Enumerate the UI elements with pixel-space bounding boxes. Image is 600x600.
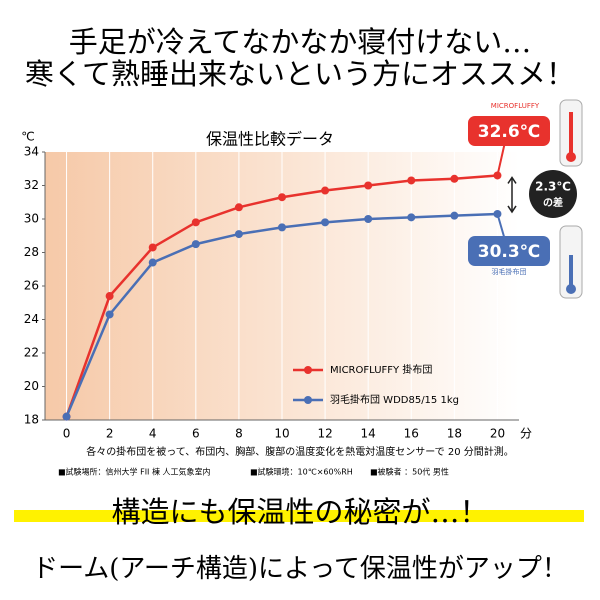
y-tick-label: 18: [24, 413, 39, 427]
legend-label: MICROFLUFFY 掛布団: [330, 363, 432, 376]
point: [105, 292, 114, 301]
subheadline: ドーム(アーチ構造)によって保温性がアップ！: [32, 554, 568, 584]
legend-marker: [304, 366, 312, 374]
x-tick-label: 10: [274, 427, 289, 441]
y-tick-label: 22: [24, 346, 39, 360]
point: [278, 193, 286, 202]
point: [321, 186, 330, 195]
x-tick-label: 6: [192, 427, 200, 441]
point: [148, 243, 157, 252]
y-unit: ℃: [21, 130, 34, 144]
callout-box: [468, 236, 550, 266]
callout-box: [468, 116, 550, 146]
legend-label: 羽毛掛布団 WDD85/15 1kg: [330, 393, 459, 406]
y-tick-label: 28: [24, 245, 39, 259]
subheadline: 構造にも保温性の秘密が…！: [111, 495, 488, 529]
point: [407, 176, 416, 185]
x-unit: 分: [520, 427, 532, 441]
diff-label: 2.3℃: [535, 180, 571, 194]
callout-line: [496, 213, 506, 241]
description: 各々の掛布団を被って、布団内、胸部、腹部の温度変化を熱電対温度センサーで 20 …: [86, 445, 513, 458]
thermo-fill: [569, 255, 573, 287]
thermo-bulb: [566, 284, 576, 294]
x-tick-label: 16: [404, 427, 419, 441]
thermo-fill: [569, 112, 573, 154]
chart-title: 保温性比較データ: [206, 130, 334, 149]
callout-label: 30.3℃: [478, 242, 541, 262]
callout-line: [496, 141, 506, 176]
point: [364, 215, 373, 223]
point: [62, 412, 71, 421]
point: [191, 240, 200, 249]
condition: ■試験場所：信州大学 FII 棟 人工気象室内: [58, 467, 211, 477]
point: [105, 310, 114, 319]
y-tick-label: 20: [24, 379, 39, 393]
point: [450, 211, 459, 220]
x-tick-label: 18: [447, 427, 462, 441]
highlight: [14, 510, 584, 522]
x-tick-label: 12: [317, 427, 332, 441]
y-tick-label: 26: [24, 279, 39, 293]
y-tick-label: 30: [24, 212, 39, 226]
headline: 手足が冷えてなかなか寝付けない…: [69, 25, 532, 59]
condition: ■試験環境：10℃×60%RH: [250, 467, 353, 477]
point: [191, 218, 200, 227]
callout-label: 32.6℃: [478, 122, 541, 142]
y-tick-label: 32: [24, 178, 39, 192]
thermo-label: MICROFLUFFY: [491, 102, 540, 110]
x-tick-label: 8: [235, 427, 243, 441]
x-tick-label: 4: [149, 427, 157, 441]
condition: ■被験者 ：50代 男性: [370, 467, 449, 477]
point: [364, 181, 373, 190]
point: [234, 203, 243, 212]
point: [148, 258, 157, 267]
y-tick-label: 24: [24, 312, 39, 326]
point: [321, 218, 330, 227]
x-tick-label: 20: [490, 427, 505, 441]
x-tick-label: 0: [63, 427, 71, 441]
y-tick-label: 34: [24, 145, 39, 159]
thermo-label: 羽毛掛布団: [492, 267, 527, 276]
thermo-bulb: [566, 152, 576, 162]
legend-marker: [304, 396, 312, 404]
x-tick-label: 14: [361, 427, 376, 441]
point: [234, 230, 243, 239]
diff-label: の差: [543, 196, 563, 209]
diff-arrow-head: [507, 176, 517, 214]
x-tick-label: 2: [106, 427, 114, 441]
point: [278, 223, 286, 232]
point: [407, 213, 416, 222]
headline: 寒くて熟睡出来ないという方にオススメ！: [25, 57, 575, 91]
diff-badge: [529, 170, 577, 218]
point: [450, 174, 459, 183]
